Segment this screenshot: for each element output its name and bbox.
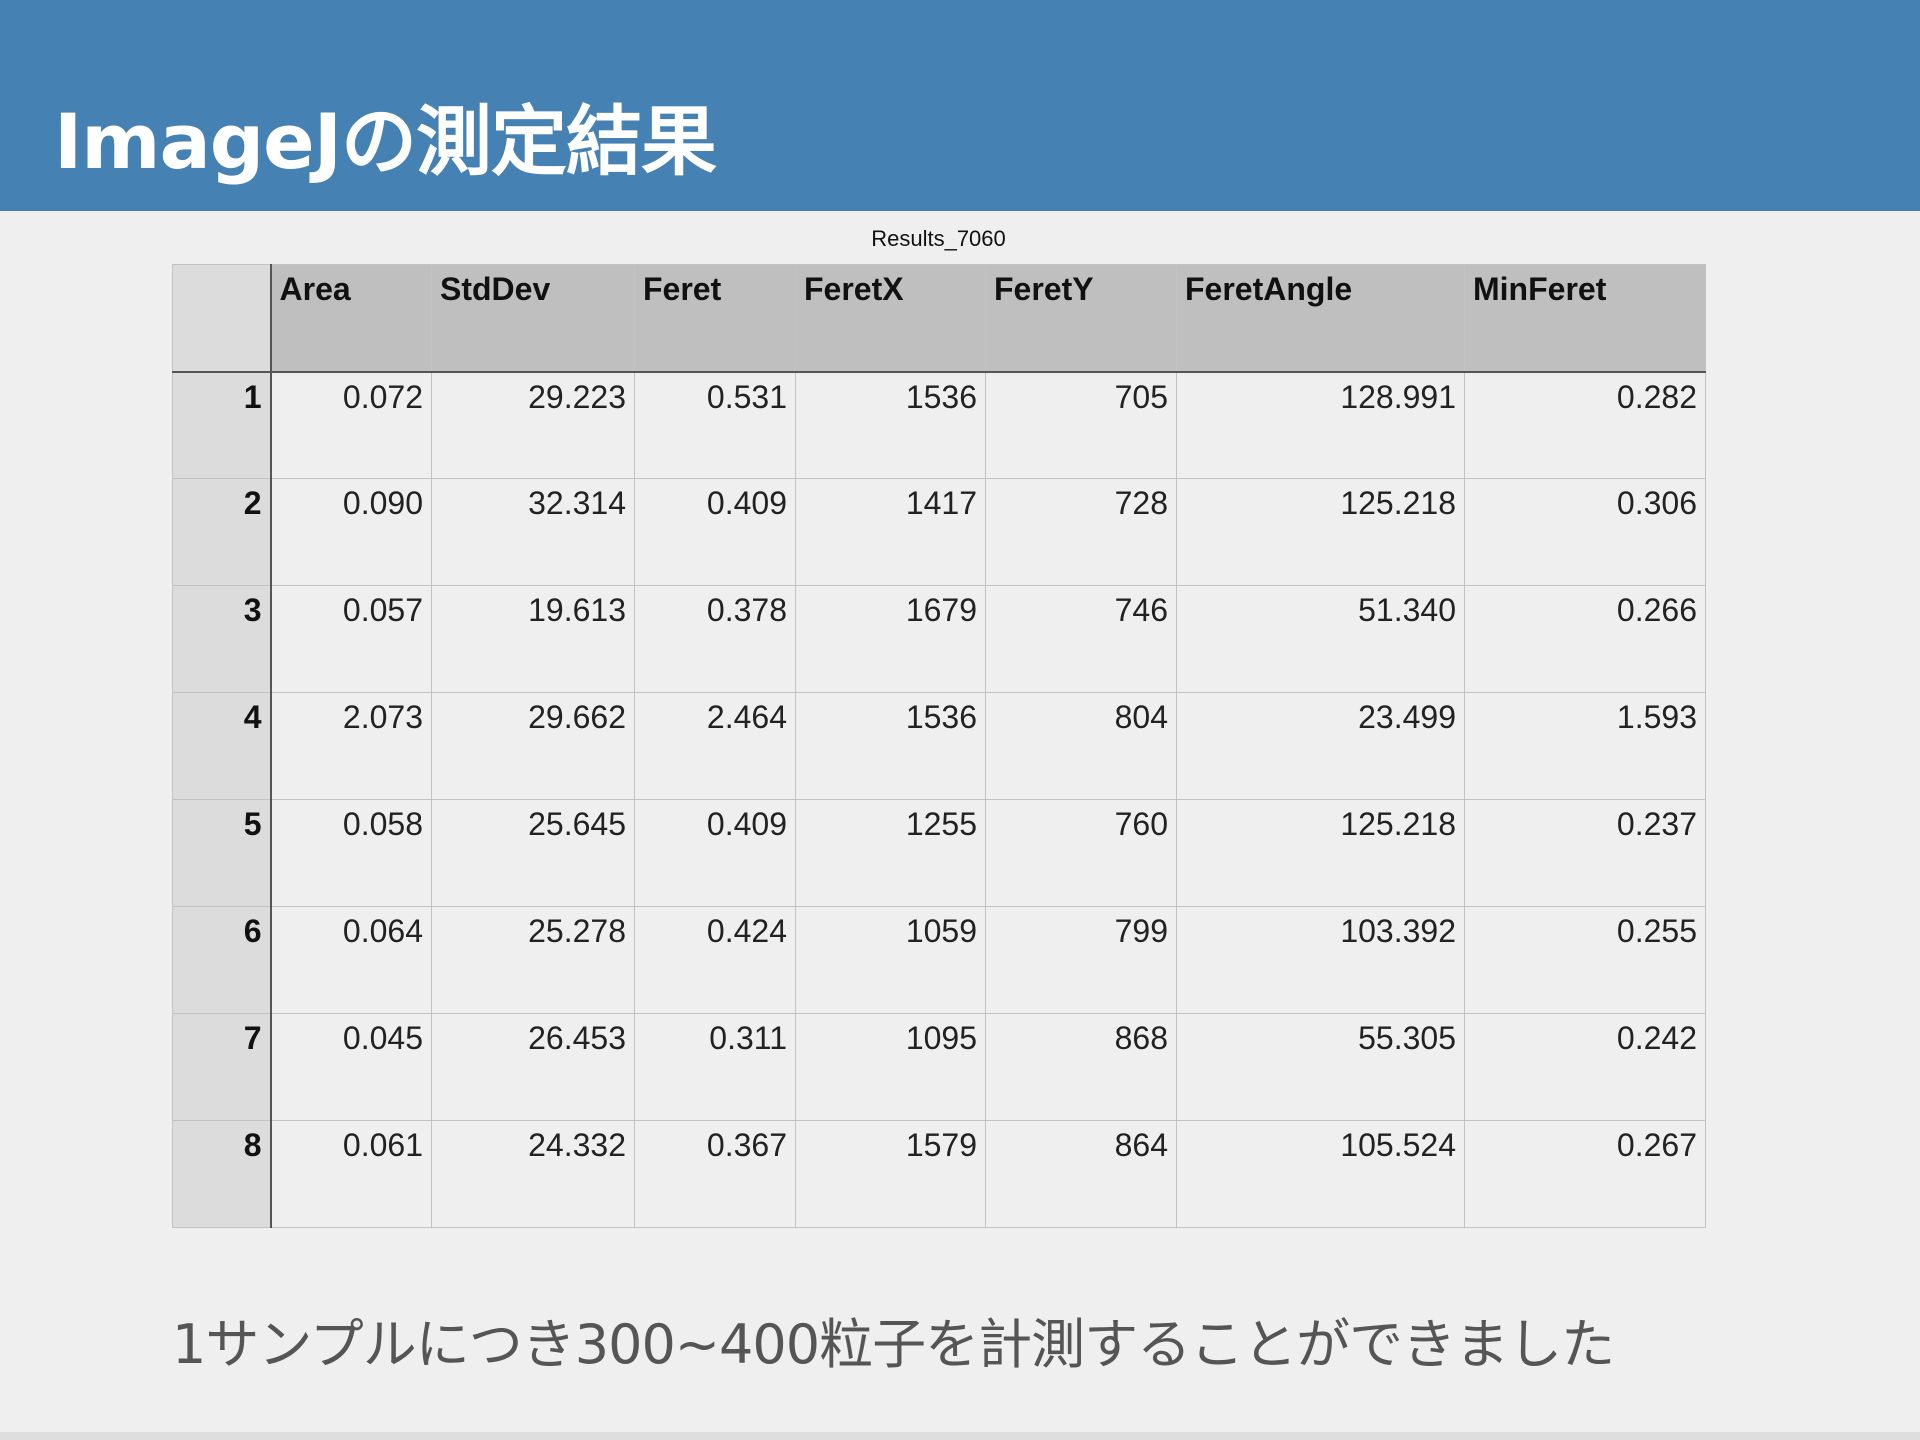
minferet-cell: 0.267 <box>1464 1120 1706 1228</box>
row-index: 5 <box>172 799 272 907</box>
results-table: Area StdDev Feret FeretX FeretY FeretAng… <box>172 264 1706 1228</box>
bottom-strip <box>0 1432 1920 1440</box>
feretangle-cell: 103.392 <box>1176 906 1465 1014</box>
footer-note: 1サンプルにつき300~400粒子を計測することができました <box>172 1313 1615 1376</box>
feretangle-cell: 51.340 <box>1176 585 1465 693</box>
row-index: 2 <box>172 478 272 586</box>
row-index: 8 <box>172 1120 272 1228</box>
feretangle-cell: 23.499 <box>1176 692 1465 800</box>
ferety-cell: 705 <box>985 371 1177 479</box>
ferety-cell: 799 <box>985 906 1177 1014</box>
feret-cell: 0.409 <box>634 799 796 907</box>
table-row: 6 0.064 25.278 0.424 1059 799 103.392 0.255 <box>172 906 1706 1014</box>
ferety-cell: 864 <box>985 1120 1177 1228</box>
column-header-feretx: FeretX <box>795 264 986 373</box>
row-index: 7 <box>172 1013 272 1121</box>
stddev-cell: 29.662 <box>431 692 635 800</box>
row-index: 6 <box>172 906 272 1014</box>
feret-cell: 0.531 <box>634 371 796 479</box>
column-header-minferet: MinFeret <box>1464 264 1706 373</box>
stddev-cell: 25.278 <box>431 906 635 1014</box>
feretangle-cell: 128.991 <box>1176 371 1465 479</box>
feret-cell: 2.464 <box>634 692 796 800</box>
feret-cell: 0.409 <box>634 478 796 586</box>
row-index: 1 <box>172 371 272 479</box>
ferety-cell: 868 <box>985 1013 1177 1121</box>
row-index: 3 <box>172 585 272 693</box>
table-row: 4 2.073 29.662 2.464 1536 804 23.499 1.593 <box>172 692 1706 800</box>
stddev-cell: 32.314 <box>431 478 635 586</box>
area-cell: 0.045 <box>270 1013 432 1121</box>
feretx-cell: 1095 <box>795 1013 986 1121</box>
feretx-cell: 1536 <box>795 371 986 479</box>
feret-cell: 0.367 <box>634 1120 796 1228</box>
feretx-cell: 1059 <box>795 906 986 1014</box>
feretangle-cell: 55.305 <box>1176 1013 1465 1121</box>
stddev-cell: 26.453 <box>431 1013 635 1121</box>
minferet-cell: 0.242 <box>1464 1013 1706 1121</box>
column-header-area: Area <box>270 264 432 373</box>
table-caption: Results_7060 <box>871 226 1006 251</box>
column-header-ferety: FeretY <box>985 264 1177 373</box>
table-row: 7 0.045 26.453 0.311 1095 868 55.305 0.242 <box>172 1013 1706 1121</box>
feretx-cell: 1579 <box>795 1120 986 1228</box>
area-cell: 2.073 <box>270 692 432 800</box>
minferet-cell: 0.266 <box>1464 585 1706 693</box>
stddev-cell: 19.613 <box>431 585 635 693</box>
feretx-cell: 1255 <box>795 799 986 907</box>
area-cell: 0.057 <box>270 585 432 693</box>
area-cell: 0.061 <box>270 1120 432 1228</box>
table-row: 3 0.057 19.613 0.378 1679 746 51.340 0.266 <box>172 585 1706 693</box>
title-bar: ImageJの測定結果 <box>0 0 1920 211</box>
feretangle-cell: 105.524 <box>1176 1120 1465 1228</box>
area-cell: 0.090 <box>270 478 432 586</box>
minferet-cell: 0.306 <box>1464 478 1706 586</box>
minferet-cell: 0.255 <box>1464 906 1706 1014</box>
feret-cell: 0.311 <box>634 1013 796 1121</box>
stddev-cell: 24.332 <box>431 1120 635 1228</box>
ferety-cell: 746 <box>985 585 1177 693</box>
stddev-cell: 25.645 <box>431 799 635 907</box>
table-row: 5 0.058 25.645 0.409 1255 760 125.218 0.237 <box>172 799 1706 907</box>
column-header-feret: Feret <box>634 264 796 373</box>
table-row: 2 0.090 32.314 0.409 1417 728 125.218 0.306 <box>172 478 1706 586</box>
area-cell: 0.064 <box>270 906 432 1014</box>
minferet-cell: 0.237 <box>1464 799 1706 907</box>
ferety-cell: 760 <box>985 799 1177 907</box>
feretangle-cell: 125.218 <box>1176 478 1465 586</box>
slide-title: ImageJの測定結果 <box>54 97 717 186</box>
table-header-row: Area StdDev Feret FeretX FeretY FeretAng… <box>172 264 1706 373</box>
feretangle-cell: 125.218 <box>1176 799 1465 907</box>
feret-cell: 0.424 <box>634 906 796 1014</box>
feretx-cell: 1417 <box>795 478 986 586</box>
ferety-cell: 804 <box>985 692 1177 800</box>
ferety-cell: 728 <box>985 478 1177 586</box>
stddev-cell: 29.223 <box>431 371 635 479</box>
area-cell: 0.058 <box>270 799 432 907</box>
minferet-cell: 0.282 <box>1464 371 1706 479</box>
column-header-stddev: StdDev <box>431 264 635 373</box>
area-cell: 0.072 <box>270 371 432 479</box>
feretx-cell: 1536 <box>795 692 986 800</box>
column-header-feretangle: FeretAngle <box>1176 264 1465 373</box>
table-row: 8 0.061 24.332 0.367 1579 864 105.524 0.267 <box>172 1120 1706 1228</box>
feret-cell: 0.378 <box>634 585 796 693</box>
table-row: 1 0.072 29.223 0.531 1536 705 128.991 0.282 <box>172 371 1706 479</box>
row-index: 4 <box>172 692 272 800</box>
column-header-index <box>172 264 272 373</box>
minferet-cell: 1.593 <box>1464 692 1706 800</box>
feretx-cell: 1679 <box>795 585 986 693</box>
